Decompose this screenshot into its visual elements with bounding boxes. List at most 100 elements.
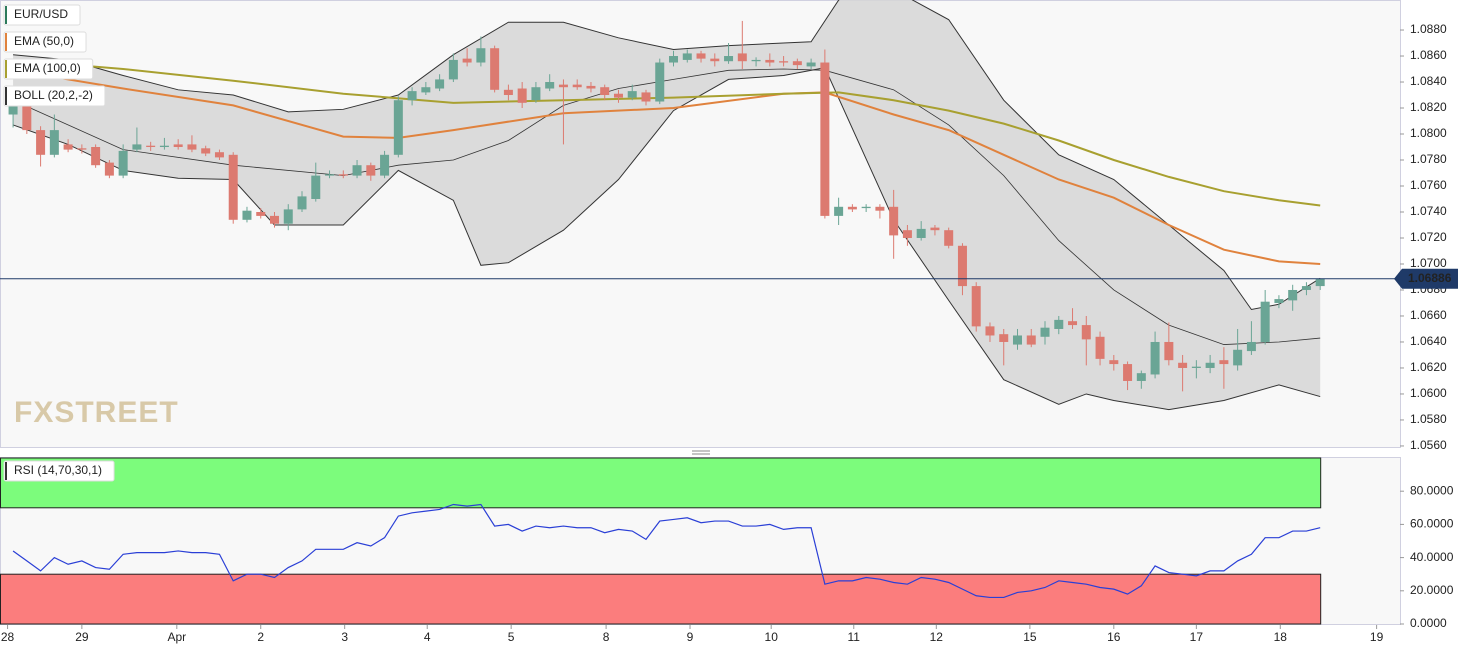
y-tick-label: 1.0740 [1410, 204, 1447, 218]
candle-body [91, 147, 101, 166]
candle-body [613, 93, 623, 98]
candle-body [8, 100, 18, 115]
candle-body [902, 230, 912, 238]
legend-swatch [5, 6, 7, 24]
candle-body [118, 150, 128, 176]
y-tick-label: 1.0580 [1410, 412, 1447, 426]
y-tick-label: 1.0760 [1410, 178, 1447, 192]
candle-body [476, 48, 486, 63]
legend-box [3, 31, 87, 53]
candle-body [297, 196, 307, 210]
candle-body [696, 53, 706, 59]
y-tick-label: 1.0720 [1410, 230, 1447, 244]
x-tick-label: 5 [508, 630, 515, 644]
candle-body [682, 53, 692, 60]
candle-body [1288, 289, 1298, 301]
candle-body [641, 92, 651, 102]
candle-body [1246, 341, 1256, 352]
candle-body [957, 245, 967, 287]
candle-body [847, 206, 857, 210]
candle-body [1012, 335, 1022, 345]
candle-body [407, 91, 417, 101]
candle-body [1164, 341, 1174, 361]
candle-body [36, 130, 46, 155]
y-tick-label: 1.0860 [1410, 48, 1447, 62]
candle-body [242, 210, 252, 220]
candle-body [916, 228, 926, 238]
x-tick-label: 28 [1, 630, 15, 644]
candle-body [283, 209, 293, 224]
main-plot [8, 0, 1325, 411]
candle-body [889, 206, 899, 236]
y-tick-label: 1.0620 [1410, 360, 1447, 374]
candle-body [256, 211, 266, 216]
legend-swatch [5, 60, 7, 78]
legend-box [3, 58, 94, 80]
last-price-label: 1.06886 [1408, 271, 1452, 285]
candle-body [1301, 286, 1311, 290]
x-tick-label: 16 [1107, 630, 1121, 644]
bollinger-lower [12, 67, 1321, 411]
y-tick-label: 1.0880 [1410, 22, 1447, 36]
candle-body [944, 230, 954, 246]
candle-body [1068, 321, 1078, 326]
candle-body [985, 326, 995, 336]
rsi-plot [0, 457, 1322, 625]
candle-body [1136, 373, 1146, 381]
x-tick-label: 19 [1370, 630, 1384, 644]
candle-body [669, 56, 679, 63]
candle-body [146, 145, 156, 148]
candle-body [930, 227, 940, 231]
candle-body [201, 148, 211, 154]
x-tick-label: 11 [848, 630, 861, 644]
panel-splitter[interactable] [692, 450, 710, 455]
candle-body [228, 154, 238, 220]
candle-body [806, 62, 816, 67]
x-tick-label: 2 [257, 630, 264, 644]
candle-body [834, 206, 844, 216]
candle-body [325, 174, 335, 176]
candle-body [104, 162, 114, 176]
x-tick-label: 9 [687, 630, 694, 644]
candle-body [517, 88, 527, 103]
candle-body [448, 59, 458, 80]
candle-body [1081, 325, 1091, 340]
x-tick-label: 12 [930, 630, 944, 644]
legend-label: EUR/USD [14, 7, 68, 21]
candle-body [600, 87, 610, 96]
y-tick-label: 1.0640 [1410, 334, 1447, 348]
candle-body [503, 89, 513, 96]
ema-line [12, 58, 1321, 207]
legend-swatch [5, 33, 7, 51]
candle-body [338, 174, 348, 176]
rsi-zone [0, 457, 1322, 509]
candle-body [132, 144, 142, 150]
candle-body [1274, 299, 1284, 303]
bollinger-fill [13, 0, 1321, 410]
candle-body [724, 56, 734, 62]
legend-label: BOLL (20,2,-2) [14, 88, 93, 102]
candle-body [435, 79, 445, 89]
candle-body [311, 175, 321, 199]
candle-body [1219, 360, 1229, 365]
y-tick-label: 1.0820 [1410, 100, 1447, 114]
candle-body [1109, 360, 1119, 365]
y-tick-label: 1.0800 [1410, 126, 1447, 140]
candle-body [737, 53, 747, 62]
x-tick-label: 10 [765, 630, 779, 644]
candle-body [875, 206, 885, 211]
legend-label: RSI (14,70,30,1) [14, 463, 102, 477]
x-tick-label: Apr [167, 630, 186, 644]
candle-body [352, 165, 362, 176]
candle-body [627, 91, 637, 98]
legend-swatch [5, 462, 7, 480]
candle-body [1123, 364, 1133, 381]
candle-body [77, 148, 87, 150]
candle-body [999, 334, 1009, 342]
x-tick-label: 8 [603, 630, 610, 644]
candle-body [380, 154, 390, 176]
y-tick-label: 20.0000 [1410, 583, 1454, 597]
candle-body [49, 130, 59, 155]
legend-box [3, 460, 115, 482]
